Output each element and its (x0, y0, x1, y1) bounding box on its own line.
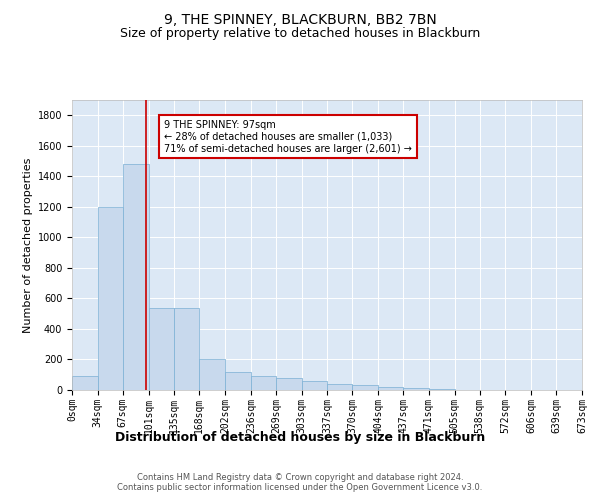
Text: Contains HM Land Registry data © Crown copyright and database right 2024.
Contai: Contains HM Land Registry data © Crown c… (118, 473, 482, 492)
Bar (328, 384, 352, 390)
Bar (72, 376, 98, 390)
Text: 9, THE SPINNEY, BLACKBURN, BB2 7BN: 9, THE SPINNEY, BLACKBURN, BB2 7BN (164, 12, 436, 26)
Text: 9 THE SPINNEY: 97sqm
← 28% of detached houses are smaller (1,033)
71% of semi-de: 9 THE SPINNEY: 97sqm ← 28% of detached h… (164, 120, 412, 154)
Bar (199, 360, 225, 390)
Text: Size of property relative to detached houses in Blackburn: Size of property relative to detached ho… (120, 28, 480, 40)
Bar (175, 308, 199, 390)
Bar (276, 378, 302, 390)
Bar (352, 386, 378, 390)
Bar (225, 372, 251, 390)
Y-axis label: Number of detached properties: Number of detached properties (23, 158, 34, 332)
Bar (403, 388, 429, 390)
Bar (429, 389, 455, 390)
Bar (302, 381, 328, 390)
Bar (98, 207, 123, 390)
Bar (123, 164, 149, 390)
Bar (149, 308, 175, 390)
Bar (378, 387, 403, 390)
Bar (251, 376, 276, 390)
Text: Distribution of detached houses by size in Blackburn: Distribution of detached houses by size … (115, 431, 485, 444)
